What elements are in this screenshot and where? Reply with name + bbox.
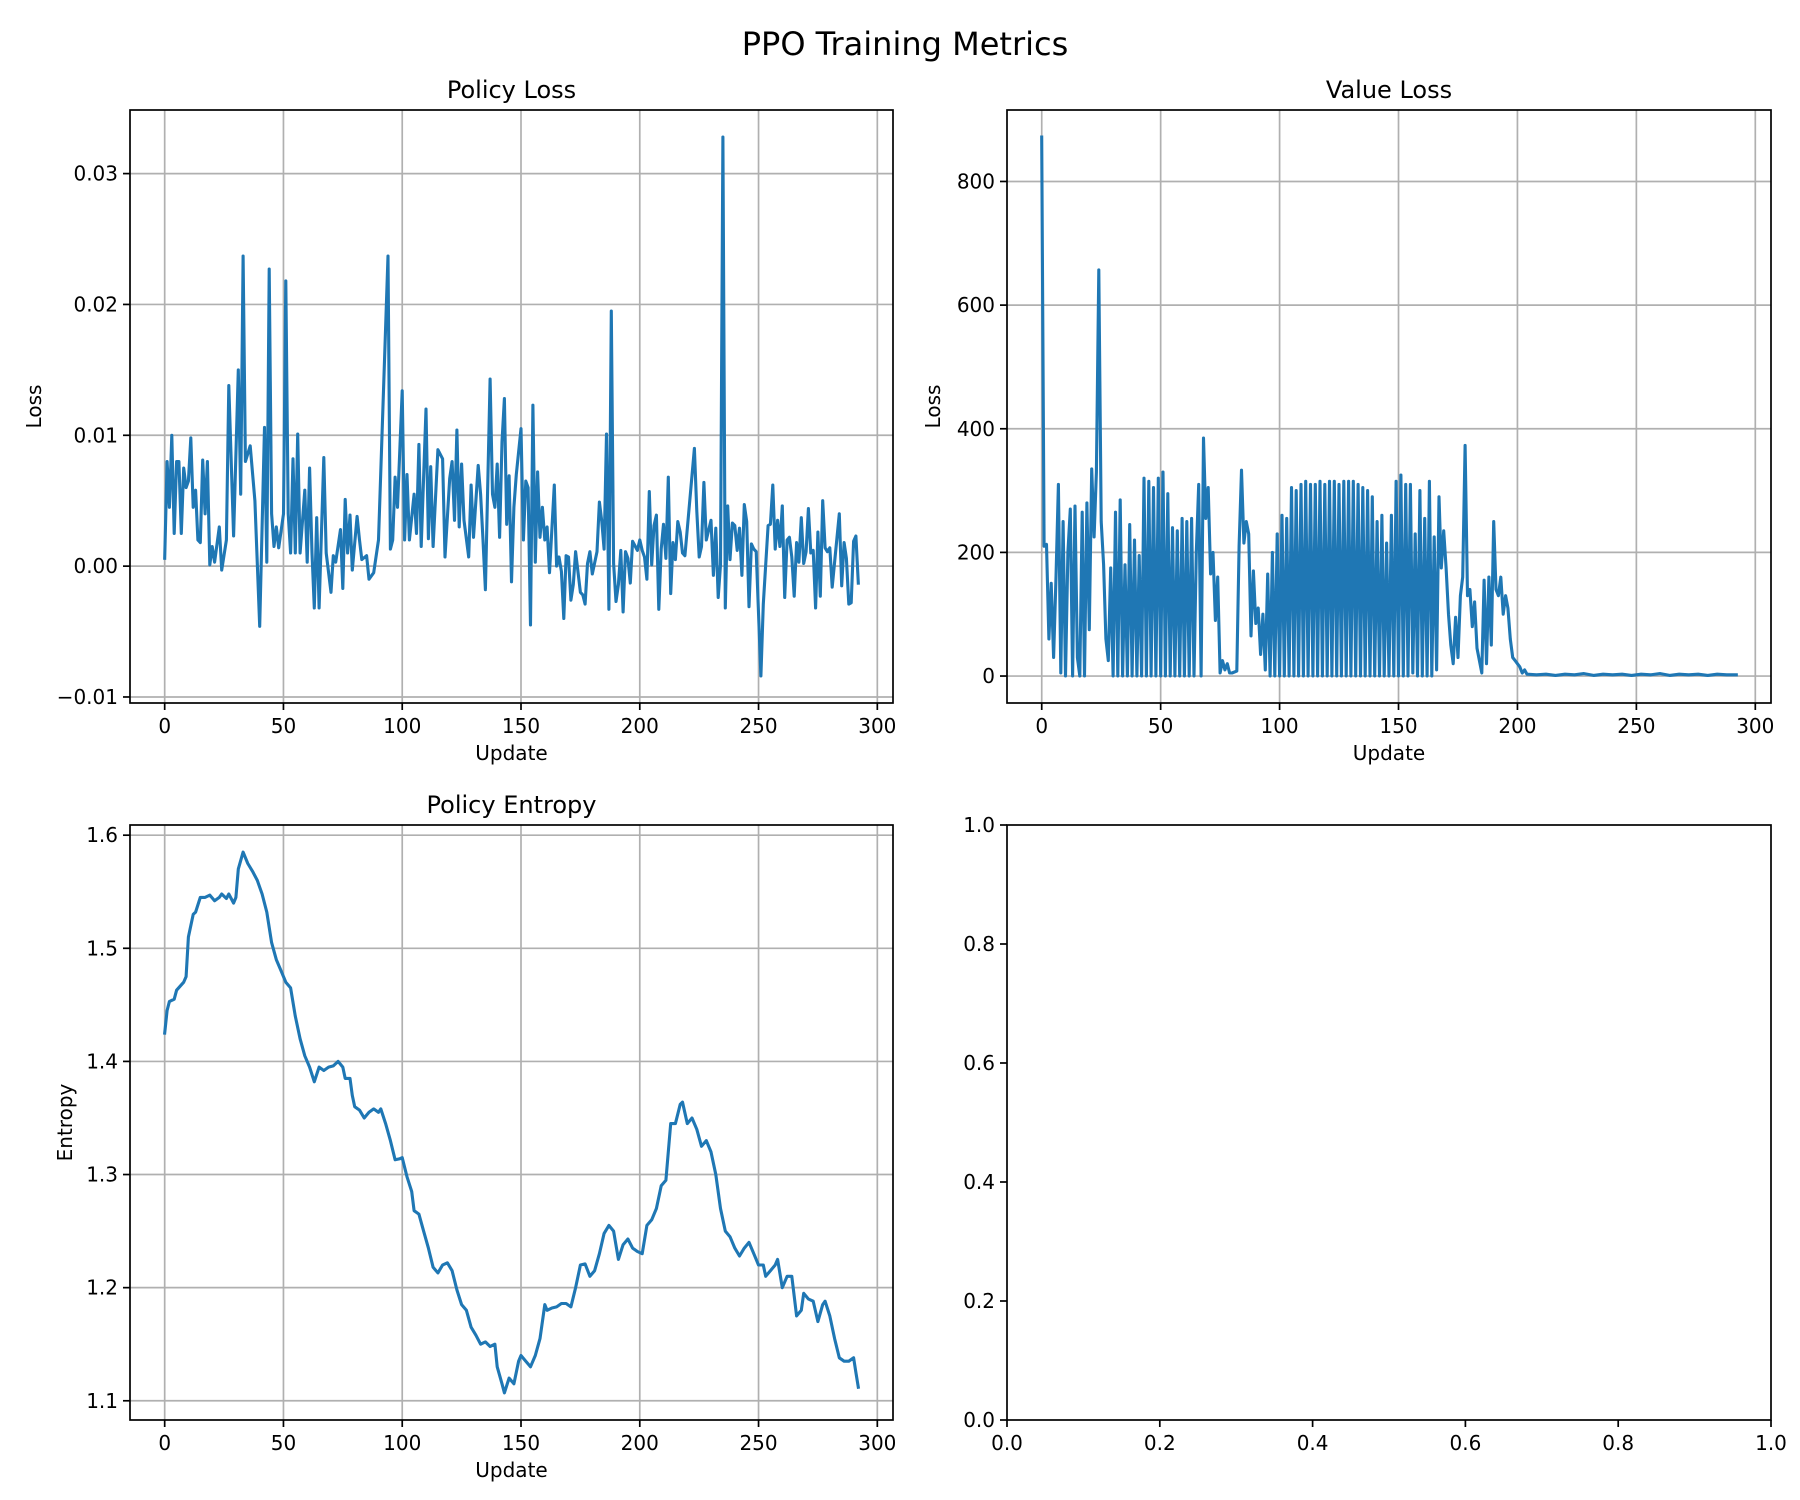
y-tick-label: −0.01 [57,685,118,709]
x-axis-label: Update [1353,741,1425,765]
y-tick-label: 0.00 [73,554,118,578]
x-tick-label: 0 [158,1431,171,1455]
x-tick-label: 150 [1379,714,1417,738]
y-tick-label: 1.4 [86,1049,118,1073]
series-line [1040,135,1738,678]
y-tick-label: 0.01 [73,423,118,447]
y-tick-label: 1.5 [86,936,118,960]
subplot-1: 0 50 100 150 200 250 300 −0.01 0.00 0.01 0.02 0.03 P… [22,76,896,765]
x-tick-label: 200 [621,1431,659,1455]
x-tick-label: 0.2 [1144,1431,1176,1455]
subplot-title: Policy Loss [447,76,576,104]
y-tick-label: 1.6 [86,823,118,847]
x-axis-label: Update [475,1458,547,1482]
y-axis-label: Entropy [53,1083,77,1161]
y-tick-label: 0.2 [963,1289,995,1313]
x-tick-label: 50 [271,1431,296,1455]
y-tick-label: 0.02 [73,292,118,316]
series-line [162,850,861,1395]
x-tick-label: 0.0 [991,1431,1023,1455]
x-tick-label: 250 [739,1431,777,1455]
x-tick-label: 0.4 [1297,1431,1329,1455]
y-tick-label: 800 [957,169,995,193]
x-tick-label: 250 [1617,714,1655,738]
x-tick-label: 0 [158,714,171,738]
subplot-4: 0.0 0.2 0.4 0.6 0.8 1.0 0.0 0.2 0.4 0.6 0.8 1.0 [963,813,1787,1455]
y-tick-label: 1.1 [86,1389,118,1413]
x-tick-label: 100 [383,1431,421,1455]
y-tick-label: 0.0 [963,1408,995,1432]
x-tick-label: 300 [858,714,896,738]
y-tick-label: 1.0 [963,813,995,837]
x-tick-label: 150 [502,714,540,738]
axes-frame [1006,109,1772,704]
y-tick-label: 1.2 [86,1276,118,1300]
y-tick-label: 0.4 [963,1170,995,1194]
x-tick-label: 300 [1736,714,1774,738]
x-tick-label: 0.8 [1602,1431,1634,1455]
x-tick-label: 1.0 [1755,1431,1787,1455]
subplot-2: 0 50 100 150 200 250 300 0 200 400 600 800 Value Los… [921,76,1774,765]
y-tick-label: 0 [982,664,995,688]
x-tick-label: 250 [739,714,777,738]
x-tick-label: 100 [383,714,421,738]
y-tick-label: 0.03 [73,162,118,186]
y-tick-label: 600 [957,293,995,317]
x-tick-label: 200 [1498,714,1536,738]
x-tick-label: 150 [502,1431,540,1455]
y-tick-label: 0.6 [963,1051,995,1075]
x-axis-label: Update [475,741,547,765]
subplot-3: 0 50 100 150 200 250 300 1.1 1.2 1.3 1.4 1.5 1.6 Poli… [53,791,896,1482]
y-axis-label: Loss [921,385,945,429]
x-tick-label: 0 [1035,714,1048,738]
subplot-title: Value Loss [1326,76,1452,104]
y-tick-label: 400 [957,417,995,441]
x-tick-label: 100 [1260,714,1298,738]
x-tick-label: 200 [621,714,659,738]
figure-title: PPO Training Metrics [742,25,1069,63]
x-tick-label: 50 [1148,714,1173,738]
subplot-title: Policy Entropy [427,791,597,819]
axes-frame [1006,824,1772,1421]
series-line [163,135,860,678]
y-axis-label: Loss [22,385,46,429]
x-tick-label: 50 [271,714,296,738]
y-tick-label: 0.8 [963,932,995,956]
y-tick-label: 1.3 [86,1163,118,1187]
x-tick-label: 300 [858,1431,896,1455]
x-tick-label: 0.6 [1449,1431,1481,1455]
y-tick-label: 200 [957,540,995,564]
axes-frame [129,824,894,1421]
axes-frame [129,109,894,704]
